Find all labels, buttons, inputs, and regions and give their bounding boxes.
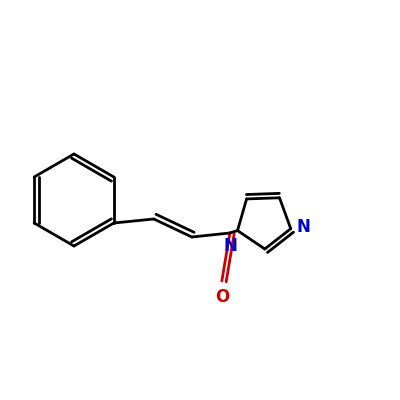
Text: N: N	[223, 237, 237, 255]
Text: N: N	[297, 218, 310, 236]
Text: O: O	[215, 288, 229, 306]
